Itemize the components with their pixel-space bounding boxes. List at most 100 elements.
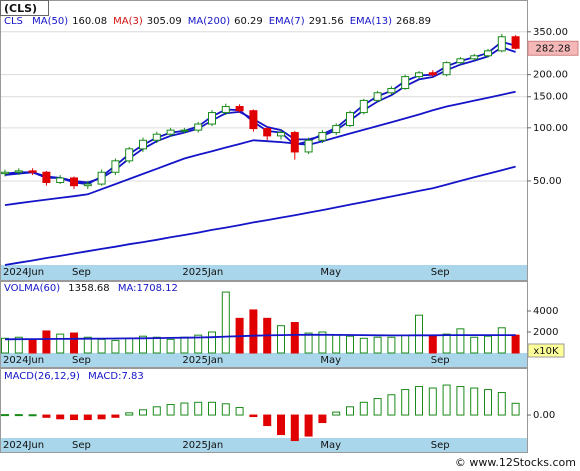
candle-body	[277, 132, 285, 137]
bar	[249, 309, 258, 354]
bar	[235, 407, 244, 416]
macd-frame	[0, 368, 528, 453]
candle-body	[70, 177, 78, 187]
y-tick-label: 150.00	[533, 92, 568, 103]
x-tick-label: 2024Jun	[3, 440, 44, 451]
legend-value: 291.56	[309, 16, 344, 27]
bar	[318, 414, 327, 424]
candle-body	[249, 110, 258, 130]
bar	[401, 389, 410, 416]
bar	[456, 328, 465, 354]
candle-body	[28, 170, 37, 173]
bar	[152, 406, 161, 416]
candle-body	[263, 128, 272, 137]
ma-line	[4, 165, 516, 266]
candle-body	[387, 88, 396, 94]
candle-body	[14, 170, 23, 173]
bar	[14, 414, 23, 417]
bar	[83, 336, 92, 354]
candle-body	[208, 112, 216, 125]
candle-body	[484, 50, 492, 57]
bar	[42, 414, 51, 418]
legend-entry: MA(200)	[188, 16, 230, 27]
last-price-box	[527, 40, 579, 56]
legend-entry: MA(3)	[113, 16, 143, 27]
candle-body	[166, 129, 175, 135]
y-tick-label: 100.00	[533, 123, 568, 134]
bar	[332, 411, 341, 416]
candle-body	[125, 148, 134, 162]
bar	[139, 335, 147, 354]
date-band	[1, 353, 527, 367]
candle-body	[221, 106, 230, 114]
x-tick-label: Sep	[72, 440, 91, 451]
bar	[97, 338, 106, 354]
bar	[318, 331, 327, 354]
legend-value: 268.89	[396, 16, 431, 27]
candle-body	[497, 36, 506, 52]
bar	[428, 334, 437, 354]
candle-body	[304, 139, 313, 153]
candle-body	[442, 62, 451, 76]
ma-line	[4, 333, 516, 341]
bar	[180, 402, 189, 416]
bar	[277, 414, 285, 436]
x-tick-label: Sep	[431, 267, 450, 278]
candle-body	[1, 171, 9, 175]
x-tick-label: Sep	[72, 267, 91, 278]
bar	[415, 386, 423, 416]
unit-label: x10K	[533, 346, 559, 357]
bar	[139, 409, 147, 416]
bar	[304, 332, 313, 354]
bar	[194, 334, 203, 354]
bar	[346, 406, 354, 416]
x-tick-label: Sep	[72, 355, 91, 366]
bar	[359, 337, 368, 354]
x-tick-label: Sep	[431, 355, 450, 366]
bar	[373, 336, 382, 354]
bar	[290, 322, 299, 354]
plot-layer: 2024Jun Sep 2025Jan May Sep 2024Jun Sep 2025Jan…	[1, 31, 527, 451]
chart-title: (CLS)	[4, 2, 37, 15]
ma-line	[4, 46, 516, 184]
bar	[332, 334, 341, 354]
ma-line	[4, 90, 516, 206]
legend-entry: MA:1708.12	[118, 283, 178, 294]
bar	[428, 387, 437, 416]
y-tick-label: 350.00	[533, 27, 568, 38]
footer: © www.12Stocks.com	[455, 456, 576, 469]
candle-body	[415, 72, 423, 78]
last-price-label: 282.28	[536, 43, 571, 54]
legend-value: 305.09	[147, 16, 182, 27]
y-tick-label: 2000	[533, 327, 558, 338]
bar	[359, 401, 368, 416]
bar	[194, 401, 203, 416]
x-tick-label: May	[320, 440, 341, 451]
candle-body	[290, 132, 299, 153]
bar	[56, 333, 65, 354]
bar	[401, 334, 410, 354]
x-tick-label: 2024Jun	[3, 267, 44, 278]
candle-body	[56, 177, 65, 183]
legend-symbol: CLS	[4, 16, 23, 27]
macd-legend: MACD(26,12,9) MACD:7.83	[4, 371, 144, 382]
y-tick-label: 4000	[533, 306, 558, 317]
candle-body	[111, 160, 120, 173]
bar	[97, 414, 106, 420]
volume-legend: VOLMA(60) 1358.68 MA:1708.12	[4, 283, 178, 294]
candle-body	[428, 72, 437, 76]
candle-body	[180, 129, 189, 132]
candle-body	[83, 183, 92, 187]
candle-body	[511, 36, 520, 49]
y-tick-label: 0.00	[533, 410, 555, 421]
bar	[497, 327, 506, 354]
x-tick-label: 2025Jan	[182, 355, 223, 366]
bar	[511, 402, 520, 416]
candle-body	[401, 76, 410, 90]
bar	[221, 403, 230, 416]
date-band	[1, 265, 527, 280]
candle-body	[359, 99, 368, 114]
candle-body	[42, 171, 51, 183]
bar	[470, 336, 479, 354]
bar	[42, 330, 51, 354]
